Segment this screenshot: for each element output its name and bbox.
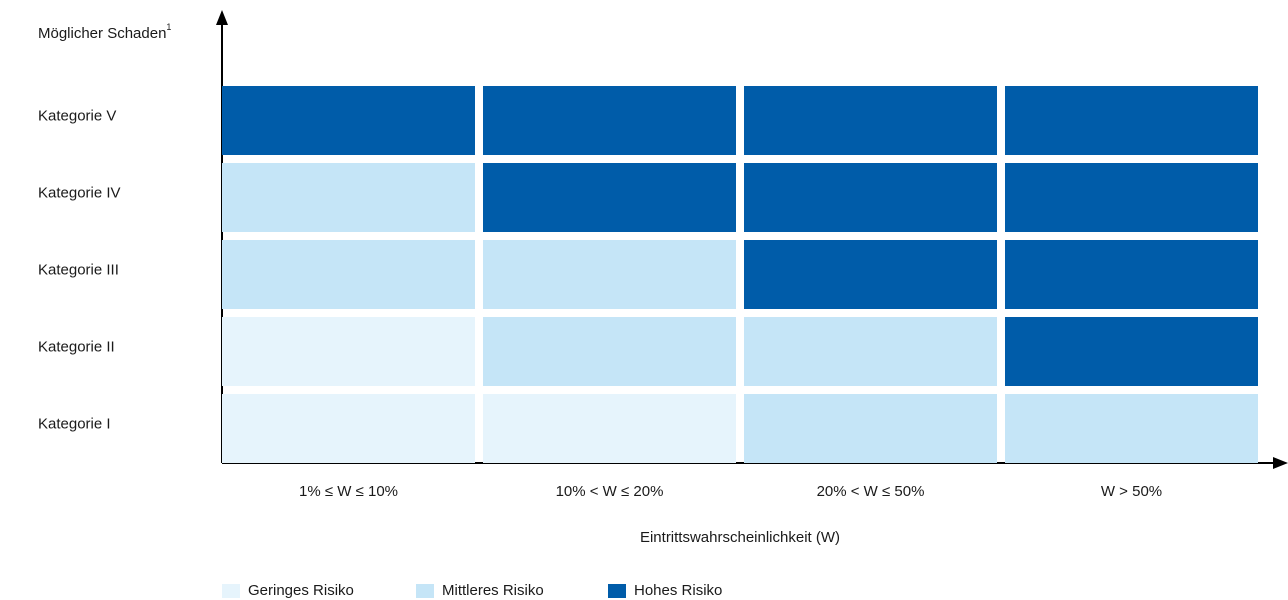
legend-label: Geringes Risiko — [248, 582, 354, 599]
y-axis-arrow — [216, 10, 228, 25]
risk-cell — [744, 240, 997, 309]
y-category-label: Kategorie I — [38, 415, 111, 432]
risk-cell — [222, 163, 475, 232]
risk-cell — [1005, 86, 1258, 155]
risk-cell — [222, 317, 475, 386]
risk-cell — [744, 394, 997, 463]
risk-cell — [1005, 317, 1258, 386]
risk-cell — [222, 240, 475, 309]
x-category-label: 20% < W ≤ 50% — [817, 483, 925, 500]
risk-cell — [1005, 163, 1258, 232]
y-category-label: Kategorie V — [38, 107, 116, 124]
x-axis-label: Eintrittswahrscheinlichkeit (W) — [640, 529, 840, 546]
y-axis-label: Möglicher Schaden1 — [38, 22, 171, 42]
footnote-mark: 1 — [166, 22, 171, 32]
risk-cell — [744, 86, 997, 155]
risk-cell — [222, 394, 475, 463]
legend-swatch — [222, 584, 240, 598]
legend-label: Hohes Risiko — [634, 582, 722, 599]
risk-cell — [744, 163, 997, 232]
x-axis-arrow — [1273, 457, 1288, 469]
legend-swatch — [416, 584, 434, 598]
x-category-label: 1% ≤ W ≤ 10% — [299, 483, 398, 500]
risk-cell — [483, 240, 736, 309]
y-category-label: Kategorie IV — [38, 184, 121, 201]
legend-label: Mittleres Risiko — [442, 582, 544, 599]
legend-swatch — [608, 584, 626, 598]
x-category-label: W > 50% — [1101, 483, 1162, 500]
y-axis-label-text: Möglicher Schaden — [38, 25, 166, 42]
risk-cell — [1005, 240, 1258, 309]
risk-cell — [744, 317, 997, 386]
x-category-label: 10% < W ≤ 20% — [556, 483, 664, 500]
risk-cell — [483, 317, 736, 386]
risk-cell — [1005, 394, 1258, 463]
risk-cell — [483, 394, 736, 463]
y-category-label: Kategorie III — [38, 261, 119, 278]
risk-cell — [483, 86, 736, 155]
risk-cell — [222, 86, 475, 155]
risk-cell — [483, 163, 736, 232]
y-category-label: Kategorie II — [38, 338, 115, 355]
